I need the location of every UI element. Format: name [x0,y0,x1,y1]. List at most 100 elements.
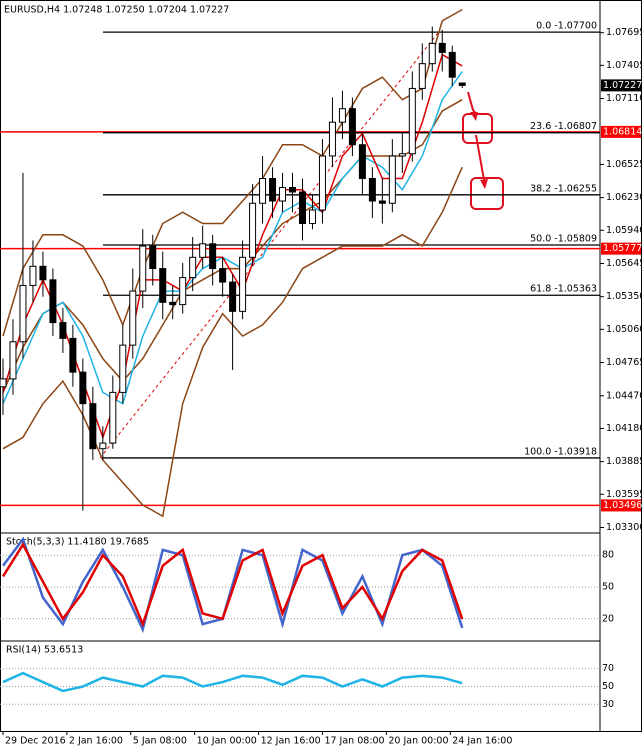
y-tick-label: 1.07110 [606,93,642,104]
price-level-tag [601,499,641,512]
indicator-line [1,542,464,628]
fib-label: 100.0 -1.03918 [524,446,597,457]
candle-body [0,378,7,388]
y-tick-label: 1.03595 [606,489,642,500]
y-tick-label: 1.03300 [606,522,642,533]
candle-body [279,187,287,202]
candle-body [179,277,187,306]
x-tick-label: 20 Jan 00:00 [388,736,448,747]
candle-body [348,108,356,146]
fib-label: 38.2 -1.06255 [530,183,597,194]
candle-body [159,268,167,303]
y-tick-label: 1.05940 [606,225,642,236]
candle-body [189,256,197,279]
candle-body [129,290,137,346]
x-tick-label: 10 Jan 00:00 [197,736,257,747]
candle-body [229,281,237,312]
candle-body [438,42,446,53]
x-tick-label: 12 Jan 16:00 [261,736,321,747]
candle-body [368,177,376,202]
y-tick-label: 1.07405 [606,60,642,71]
candle-body [298,191,306,225]
candle-body [99,442,107,450]
fib-label: 23.6 -1.06807 [530,121,597,132]
y-tick-label: 70 [602,663,614,674]
y-tick-label: 80 [602,550,614,561]
fib-label: 61.8 -1.05363 [530,284,597,295]
candle-body [149,245,157,270]
y-tick-label: 1.05645 [606,258,642,269]
x-tick-label: 2 Jan 16:00 [69,736,123,747]
candle-body [308,209,316,225]
y-tick-label: 1.07695 [606,27,642,38]
indicator-line [2,99,463,393]
candle-body [398,153,406,157]
x-tick-label: 29 Dec 2016 [5,736,66,747]
candle-body [29,265,37,286]
y-tick-label: 1.03885 [606,456,642,467]
candle-body [418,63,426,89]
frame [0,0,642,732]
candle-body [358,144,366,179]
price-level-tag [601,125,641,138]
candle-body [49,279,57,324]
candle-body [79,371,87,405]
candle-body [69,337,77,373]
candle-body [378,200,386,204]
price-level-label: 1.06814 [603,126,642,137]
candle-body [39,265,47,281]
candle-body [328,121,336,157]
rsi-title: RSI(14) 53.6513 [6,645,83,656]
y-tick-label: 1.06525 [606,159,642,170]
candle-body [249,202,257,258]
y-tick-label: 50 [602,681,614,692]
x-tick-label: 17 Jan 08:00 [324,736,384,747]
fib-label: 50.0 -1.05809 [530,234,597,245]
candle-body [289,187,297,193]
y-tick-label: 1.05060 [606,324,642,335]
candle-body [109,391,117,444]
candle-body [318,155,326,211]
x-tick-label: 5 Jan 08:00 [133,736,187,747]
candle-body [408,87,416,155]
candle-body [89,403,97,450]
candle-body [9,341,17,380]
stoch-title: Stoch(5,3,3) 11.4180 19.7685 [6,537,149,548]
candle-body [209,243,217,270]
candle-body [448,51,456,78]
arrow-head [470,112,478,121]
indicator-line [2,71,463,405]
current-price-tag [601,79,641,92]
chart-title: EURUSD,H4 1.07248 1.07250 1.07204 1.0722… [4,5,229,16]
target-box [470,177,504,210]
candle-body [199,243,207,258]
y-tick-label: 1.05350 [606,291,642,302]
candle-body [19,284,27,343]
candle-body [388,155,396,204]
y-tick-label: 1.04470 [606,390,642,401]
x-tick-label: 24 Jan 16:00 [452,736,512,747]
y-tick-label: 1.04180 [606,423,642,434]
candle-body [119,344,127,393]
price-level-label: 1.03496 [603,500,642,511]
candle-body [169,301,177,306]
candle-body [219,268,227,283]
current-price-label: 1.07227 [603,80,642,91]
indicator-line [2,8,463,337]
candle-body [458,82,466,86]
price-level-label: 1.05777 [603,243,642,254]
candle-body [338,108,346,123]
price-level-tag [601,242,641,255]
y-tick-label: 1.06230 [606,192,642,203]
y-tick-label: 20 [602,613,614,624]
fib-label: 0.0 -1.07700 [536,21,597,32]
candle-body [428,42,436,65]
arrow-head [480,179,488,189]
forecast-arrow [475,134,485,181]
y-tick-label: 1.04765 [606,357,642,368]
candle-body [269,177,277,202]
indicator-line [2,671,463,693]
candle-body [59,322,67,339]
